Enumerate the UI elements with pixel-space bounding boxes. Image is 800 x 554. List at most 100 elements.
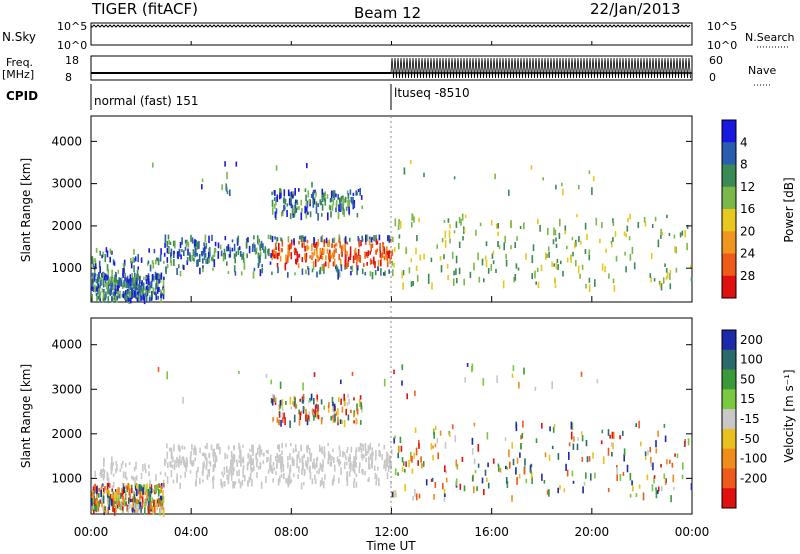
velocity-ylabel: Slant Range [km] (19, 364, 33, 468)
range-gate-cell (170, 461, 172, 468)
range-gate-cell (345, 262, 348, 269)
range-gate-cell (434, 425, 437, 430)
range-gate-cell (474, 470, 477, 474)
range-gate-cell (137, 291, 139, 295)
range-gate-cell (414, 390, 416, 396)
range-gate-cell (214, 461, 216, 468)
range-gate-cell (186, 260, 189, 265)
range-gate-cell (299, 412, 301, 420)
range-gate-cell (517, 267, 520, 271)
range-gate-cell (343, 237, 346, 243)
range-gate-cell (387, 465, 390, 472)
range-gate-cell (229, 250, 232, 258)
range-gate-cell (670, 495, 672, 503)
range-gate-cell (189, 457, 192, 464)
range-gate-cell (375, 251, 378, 255)
range-gate-cell (402, 270, 405, 276)
range-gate-cell (111, 496, 114, 504)
range-gate-cell (314, 405, 317, 413)
range-gate-cell (98, 487, 100, 492)
range-gate-cell (339, 197, 341, 205)
range-gate-cell (419, 255, 422, 261)
range-gate-cell (184, 471, 186, 478)
range-gate-cell (371, 236, 374, 240)
range-gate-cell (259, 255, 261, 264)
range-gate-cell (339, 419, 342, 424)
range-gate-cell (572, 251, 574, 257)
nsearch-label: N.Search (745, 31, 795, 44)
range-gate-cell (297, 263, 300, 269)
range-gate-cell (159, 471, 162, 475)
range-gate-cell (276, 252, 279, 260)
range-gate-cell (331, 243, 334, 248)
range-gate-cell (307, 211, 309, 215)
range-gate-cell (181, 456, 183, 461)
range-gate-cell (94, 284, 96, 292)
range-gate-cell (242, 456, 245, 464)
range-gate-cell (122, 273, 124, 278)
range-gate-cell (247, 237, 249, 243)
range-gate-cell (252, 451, 254, 456)
range-gate-cell (666, 272, 669, 279)
range-gate-cell (530, 471, 533, 479)
range-gate-cell (311, 408, 314, 415)
range-gate-cell (149, 491, 152, 498)
range-gate-cell (286, 210, 288, 217)
range-gate-cell (135, 291, 137, 299)
range-gate-cell (278, 419, 280, 426)
range-gate-cell (373, 235, 375, 242)
range-gate-cell (665, 275, 668, 280)
range-gate-cell (270, 398, 273, 404)
range-gate-cell (332, 448, 334, 453)
range-gate-cell (352, 463, 354, 471)
range-gate-cell (296, 199, 299, 205)
range-gate-cell (190, 450, 192, 457)
range-gate-cell (353, 464, 355, 473)
range-gate-cell (281, 212, 283, 217)
range-gate-cell (202, 452, 205, 456)
range-gate-cell (524, 458, 526, 466)
colorbar-tick-label: 15 (740, 392, 755, 406)
range-gate-cell (342, 195, 344, 200)
range-gate-cell (316, 410, 318, 419)
range-gate-cell (118, 501, 120, 507)
range-gate-cell (305, 460, 307, 466)
range-gate-cell (176, 476, 178, 483)
range-gate-cell (368, 464, 371, 470)
range-gate-cell (353, 462, 356, 468)
range-gate-cell (207, 469, 210, 474)
range-gate-cell (298, 253, 301, 258)
range-gate-cell (155, 294, 158, 301)
range-gate-cell (127, 283, 130, 288)
range-gate-cell (144, 293, 146, 297)
range-gate-cell (358, 256, 360, 262)
range-gate-cell (346, 190, 349, 194)
range-gate-cell (160, 483, 163, 489)
range-gate-cell (412, 496, 414, 501)
range-gate-cell (660, 234, 662, 239)
range-gate-cell (427, 278, 430, 284)
range-gate-cell (229, 246, 231, 250)
range-gate-cell (153, 499, 155, 507)
range-gate-cell (588, 254, 591, 261)
range-gate-cell (291, 457, 294, 464)
range-gate-cell (316, 250, 318, 258)
range-gate-cell (353, 420, 355, 424)
nave-tick-top: 60 (709, 54, 723, 67)
range-gate-cell (131, 504, 133, 510)
range-gate-cell (455, 459, 458, 467)
range-gate-cell (612, 222, 615, 226)
range-gate-cell (242, 444, 244, 448)
range-gate-cell (613, 285, 616, 292)
range-gate-cell (348, 398, 350, 405)
range-gate-cell (196, 259, 198, 267)
range-gate-cell (189, 470, 192, 474)
range-gate-cell (135, 461, 137, 470)
range-gate-cell (333, 249, 336, 256)
range-gate-cell (340, 379, 342, 385)
range-gate-cell (252, 444, 254, 451)
range-gate-cell (548, 454, 551, 461)
range-gate-cell (347, 414, 350, 421)
range-gate-cell (280, 189, 282, 194)
range-gate-cell (106, 264, 109, 272)
